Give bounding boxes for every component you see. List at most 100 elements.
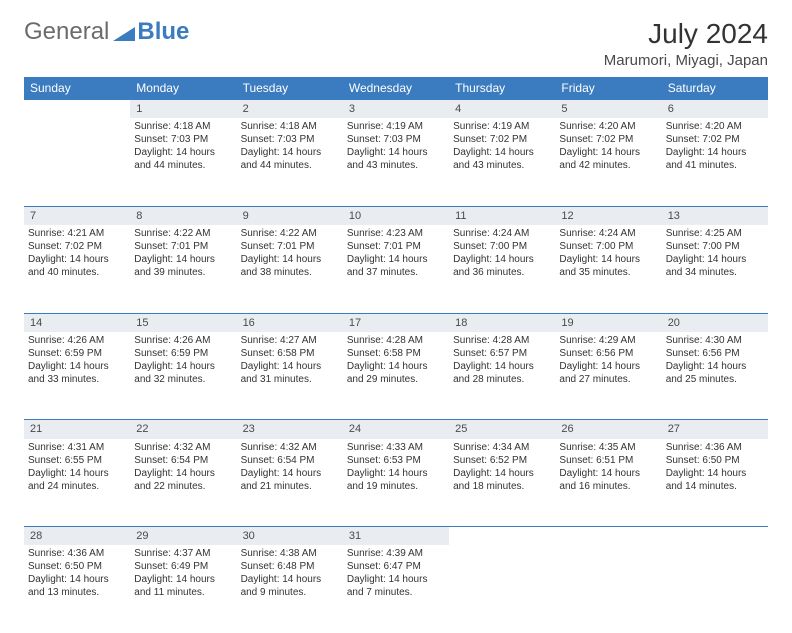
day-number: 6: [662, 100, 768, 119]
sunrise-text: Sunrise: 4:36 AM: [666, 441, 764, 454]
day-cell: Sunrise: 4:19 AMSunset: 7:02 PMDaylight:…: [449, 118, 555, 206]
day-number: 16: [237, 313, 343, 332]
day-cell: Sunrise: 4:19 AMSunset: 7:03 PMDaylight:…: [343, 118, 449, 206]
day1-text: Daylight: 14 hours: [666, 146, 764, 159]
location: Marumori, Miyagi, Japan: [604, 52, 768, 69]
sunrise-text: Sunrise: 4:19 AM: [347, 120, 445, 133]
day1-text: Daylight: 14 hours: [347, 360, 445, 373]
sunset-text: Sunset: 7:00 PM: [453, 240, 551, 253]
day-cell: [662, 545, 768, 633]
day-cell: Sunrise: 4:38 AMSunset: 6:48 PMDaylight:…: [237, 545, 343, 633]
day-number: 21: [24, 420, 130, 439]
day-number: 11: [449, 206, 555, 225]
sunrise-text: Sunrise: 4:24 AM: [559, 227, 657, 240]
day-number: [555, 527, 661, 546]
day-number: 13: [662, 206, 768, 225]
day-number: 4: [449, 100, 555, 119]
sunset-text: Sunset: 6:59 PM: [28, 347, 126, 360]
day-number: 10: [343, 206, 449, 225]
sunset-text: Sunset: 6:53 PM: [347, 454, 445, 467]
logo-text-blue: Blue: [137, 18, 189, 46]
title-block: July 2024 Marumori, Miyagi, Japan: [604, 18, 768, 69]
sunrise-text: Sunrise: 4:22 AM: [134, 227, 232, 240]
sunrise-text: Sunrise: 4:36 AM: [28, 547, 126, 560]
day2-text: and 18 minutes.: [453, 480, 551, 493]
day-number: 20: [662, 313, 768, 332]
day1-text: Daylight: 14 hours: [347, 573, 445, 586]
day2-text: and 43 minutes.: [453, 159, 551, 172]
day2-text: and 29 minutes.: [347, 373, 445, 386]
day2-text: and 33 minutes.: [28, 373, 126, 386]
day-number: 8: [130, 206, 236, 225]
day2-text: and 9 minutes.: [241, 586, 339, 599]
day-cell: Sunrise: 4:20 AMSunset: 7:02 PMDaylight:…: [662, 118, 768, 206]
sunrise-text: Sunrise: 4:32 AM: [134, 441, 232, 454]
day-number: 24: [343, 420, 449, 439]
sunrise-text: Sunrise: 4:18 AM: [241, 120, 339, 133]
sunset-text: Sunset: 7:02 PM: [666, 133, 764, 146]
sunrise-text: Sunrise: 4:21 AM: [28, 227, 126, 240]
sunset-text: Sunset: 7:03 PM: [134, 133, 232, 146]
sunset-text: Sunset: 6:56 PM: [559, 347, 657, 360]
weekday-header-row: Sunday Monday Tuesday Wednesday Thursday…: [24, 77, 768, 100]
day1-text: Daylight: 14 hours: [347, 467, 445, 480]
day2-text: and 16 minutes.: [559, 480, 657, 493]
sunset-text: Sunset: 7:03 PM: [241, 133, 339, 146]
day2-text: and 44 minutes.: [134, 159, 232, 172]
day2-text: and 37 minutes.: [347, 266, 445, 279]
day-number: 14: [24, 313, 130, 332]
sunset-text: Sunset: 6:54 PM: [241, 454, 339, 467]
day-cell: Sunrise: 4:27 AMSunset: 6:58 PMDaylight:…: [237, 332, 343, 420]
day2-text: and 31 minutes.: [241, 373, 339, 386]
day-content-row: Sunrise: 4:18 AMSunset: 7:03 PMDaylight:…: [24, 118, 768, 206]
day1-text: Daylight: 14 hours: [241, 467, 339, 480]
sunrise-text: Sunrise: 4:28 AM: [347, 334, 445, 347]
weekday-header: Tuesday: [237, 77, 343, 100]
sunset-text: Sunset: 6:48 PM: [241, 560, 339, 573]
sunset-text: Sunset: 6:57 PM: [453, 347, 551, 360]
day1-text: Daylight: 14 hours: [559, 146, 657, 159]
month-title: July 2024: [604, 18, 768, 50]
sunrise-text: Sunrise: 4:26 AM: [134, 334, 232, 347]
day-number-row: 21222324252627: [24, 420, 768, 439]
day1-text: Daylight: 14 hours: [453, 253, 551, 266]
day2-text: and 25 minutes.: [666, 373, 764, 386]
sunset-text: Sunset: 7:02 PM: [28, 240, 126, 253]
sunrise-text: Sunrise: 4:23 AM: [347, 227, 445, 240]
day1-text: Daylight: 14 hours: [28, 467, 126, 480]
day2-text: and 7 minutes.: [347, 586, 445, 599]
sunset-text: Sunset: 7:02 PM: [559, 133, 657, 146]
day-cell: [24, 118, 130, 206]
day-cell: Sunrise: 4:35 AMSunset: 6:51 PMDaylight:…: [555, 439, 661, 527]
day1-text: Daylight: 14 hours: [453, 467, 551, 480]
sunset-text: Sunset: 6:49 PM: [134, 560, 232, 573]
day-number: 3: [343, 100, 449, 119]
day-number: 22: [130, 420, 236, 439]
sunset-text: Sunset: 7:01 PM: [241, 240, 339, 253]
day2-text: and 13 minutes.: [28, 586, 126, 599]
day2-text: and 21 minutes.: [241, 480, 339, 493]
day1-text: Daylight: 14 hours: [134, 146, 232, 159]
sunset-text: Sunset: 6:51 PM: [559, 454, 657, 467]
sunset-text: Sunset: 7:01 PM: [347, 240, 445, 253]
sunset-text: Sunset: 6:55 PM: [28, 454, 126, 467]
day-cell: Sunrise: 4:22 AMSunset: 7:01 PMDaylight:…: [237, 225, 343, 313]
day-cell: [449, 545, 555, 633]
day2-text: and 35 minutes.: [559, 266, 657, 279]
day-cell: Sunrise: 4:31 AMSunset: 6:55 PMDaylight:…: [24, 439, 130, 527]
sunset-text: Sunset: 7:00 PM: [666, 240, 764, 253]
day-cell: Sunrise: 4:28 AMSunset: 6:58 PMDaylight:…: [343, 332, 449, 420]
day2-text: and 22 minutes.: [134, 480, 232, 493]
day-number: [662, 527, 768, 546]
sunrise-text: Sunrise: 4:25 AM: [666, 227, 764, 240]
weekday-header: Friday: [555, 77, 661, 100]
sunrise-text: Sunrise: 4:34 AM: [453, 441, 551, 454]
day-number: [24, 100, 130, 119]
day2-text: and 36 minutes.: [453, 266, 551, 279]
header: General Blue July 2024 Marumori, Miyagi,…: [24, 18, 768, 69]
day-cell: [555, 545, 661, 633]
day-cell: Sunrise: 4:26 AMSunset: 6:59 PMDaylight:…: [130, 332, 236, 420]
sunrise-text: Sunrise: 4:32 AM: [241, 441, 339, 454]
day2-text: and 38 minutes.: [241, 266, 339, 279]
day1-text: Daylight: 14 hours: [559, 253, 657, 266]
